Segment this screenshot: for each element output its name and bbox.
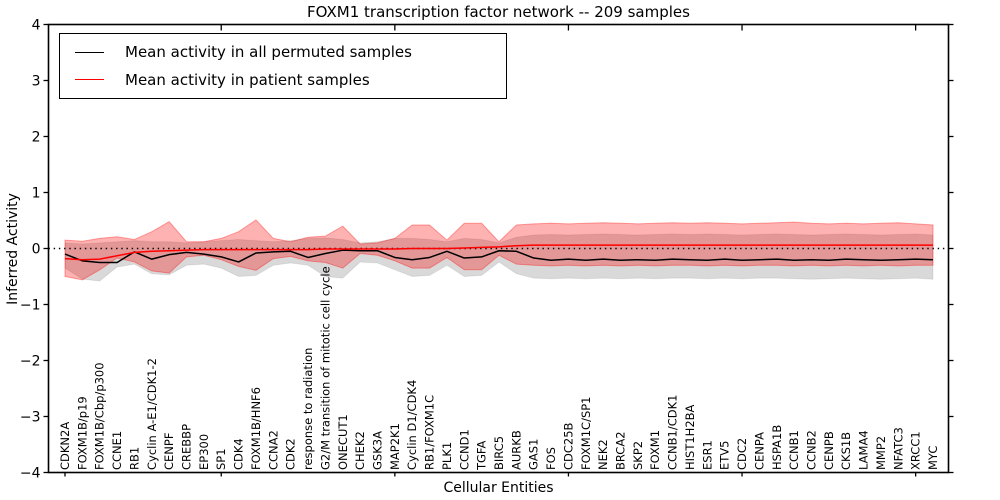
x-tick-label: FOXM1B/HNF6 [249,387,263,470]
x-tick-label: CCNB1/CDK1 [666,395,680,471]
x-tick-label: BIRC5 [492,436,506,470]
y-tick-label: −1 [20,298,41,314]
legend-row-permuted: Mean activity in all permuted samples [75,43,506,61]
x-tick-label: HIST1H2BA [683,404,697,470]
x-tick-label: CHEK2 [353,431,367,470]
x-tick-label: MYC [926,446,940,470]
x-tick-label: LAMA4 [857,430,871,470]
x-tick-label: FOXM1C/SP1 [579,396,593,470]
y-tick-label: 2 [32,130,41,146]
x-tick-label: RB1 [127,447,141,470]
x-tick-label: NEK2 [596,439,610,470]
x-tick-label: EP300 [197,434,211,470]
x-tick-label: NFATC3 [891,427,905,470]
x-tick-label: FOXM1B/Cbp/p300 [93,362,107,470]
x-tick-label: CDC2 [735,438,749,470]
y-tick-label: 3 [32,74,41,90]
legend-label-permuted: Mean activity in all permuted samples [125,43,412,62]
x-tick-label: CDKN2A [58,422,72,470]
patient-samples-band-area [64,219,934,281]
x-tick-label: SP1 [214,448,228,470]
x-tick-label: TGFA [475,441,489,471]
x-tick-label: CKS1B [839,432,853,470]
x-tick-label: CDK2 [284,438,298,470]
x-tick-label: CENPA [752,432,766,470]
x-tick-label: CREBBP [180,424,194,470]
legend-line-red [75,79,104,81]
x-tick-label: CCNA2 [266,430,280,470]
series-line [64,244,933,261]
x-tick-label: MAP2K1 [388,423,402,470]
x-tick-label: FOXM1B/p19 [75,396,89,470]
x-tick-label: HSPA1B [770,425,784,470]
legend: Mean activity in all permuted samples Me… [59,33,507,99]
x-tick-label: BRCA2 [614,431,628,470]
y-tick-label: 1 [32,186,41,202]
x-tick-label: GAS1 [527,439,541,470]
x-tick-label: ETV5 [718,441,732,470]
chart-title: FOXM1 transcription factor network -- 20… [307,3,690,21]
series-line [64,249,934,264]
x-tick-label: ONECUT1 [336,414,350,470]
legend-label-patient: Mean activity in patient samples [125,70,370,89]
legend-line-black [75,51,104,53]
y-tick-label: 0 [32,242,41,258]
x-tick-label: FOS [544,447,558,470]
x-tick-label: PLK1 [440,442,454,470]
y-tick-label: −4 [20,466,41,482]
x-tick-label: GSK3A [370,431,384,470]
x-tick-label: CENPB [822,431,836,470]
x-tick-label: response to radiation [301,348,315,470]
x-tick-label: ESR1 [700,440,714,470]
x-tick-label: CDK4 [232,438,246,470]
x-axis-title: Cellular Entities [443,480,554,496]
y-axis-title: Inferred Activity [5,193,21,305]
x-tick-label: G2/M transition of mitotic cell cycle [318,266,332,470]
x-tick-label: Cyclin A-E1/CDK1-2 [145,358,159,470]
x-tick-label: AURKB [509,430,523,470]
x-tick-label: Cyclin D1/CDK4 [405,380,419,470]
x-tick-label: CCNE1 [110,431,124,470]
x-tick-label: CCNB1 [787,430,801,470]
y-tick-label: 4 [32,18,41,34]
y-tick-label: −2 [20,354,41,370]
x-tick-label: MMP2 [874,436,888,470]
x-tick-label: CCND1 [457,429,471,470]
x-tick-label: SKP2 [631,441,645,470]
legend-row-patient: Mean activity in patient samples [75,71,506,89]
y-tick-label: −3 [20,410,41,426]
x-tick-label: CCNB2 [804,430,818,470]
x-tick-label: RB1/FOXM1C [423,395,437,470]
x-tick-label: FOXM1 [648,430,662,470]
x-tick-label: XRCC1 [909,431,923,470]
x-tick-label: CDC25B [561,422,575,470]
x-tick-label: CENPF [162,433,176,470]
